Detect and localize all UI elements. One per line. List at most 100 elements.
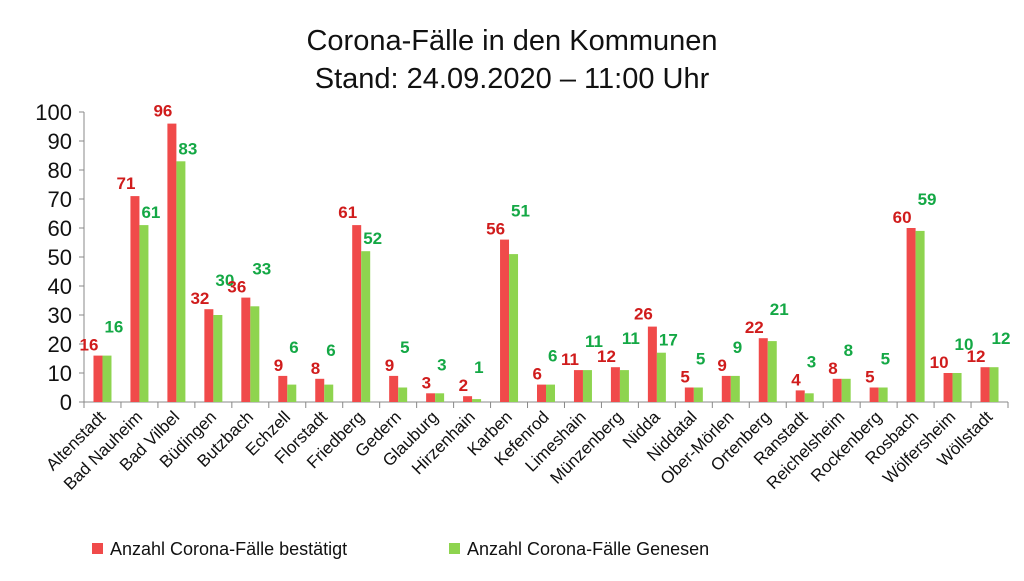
value-label-genesen: 11 [585, 332, 603, 351]
value-labels: 1616716196833230363396866152953321565166… [80, 102, 1011, 396]
bar-bestaetigt [869, 387, 879, 402]
bar-bestaetigt [500, 239, 510, 402]
bar-genesen [213, 315, 223, 402]
bar-bestaetigt [647, 326, 657, 402]
value-label-bestaetigt: 16 [80, 336, 99, 355]
bar-genesen [619, 370, 629, 402]
value-label-genesen: 21 [770, 300, 789, 319]
value-label-bestaetigt: 8 [311, 359, 320, 378]
value-label-bestaetigt: 9 [385, 356, 394, 375]
legend-label-genesen: Anzahl Corona-Fälle Genesen [467, 539, 709, 559]
value-label-genesen: 3 [437, 355, 446, 374]
bar-genesen [102, 355, 112, 402]
value-label-genesen: 10 [955, 335, 974, 354]
value-label-genesen: 33 [252, 260, 271, 279]
y-tick-label: 100 [35, 100, 72, 125]
value-label-genesen: 8 [844, 341, 853, 360]
value-label-genesen: 30 [215, 271, 234, 290]
bar-bestaetigt [93, 355, 103, 402]
bar-bestaetigt [537, 384, 546, 402]
y-tick-label: 10 [48, 361, 72, 386]
value-label-genesen: 6 [326, 341, 335, 360]
bar-genesen [435, 393, 445, 402]
value-label-bestaetigt: 61 [338, 203, 357, 222]
bar-bestaetigt [832, 378, 842, 402]
value-label-bestaetigt: 10 [930, 353, 949, 372]
bar-bestaetigt [315, 378, 325, 402]
bar-genesen [361, 251, 371, 402]
y-tick-label: 30 [48, 303, 72, 328]
bar-bestaetigt [352, 225, 362, 402]
value-label-genesen: 17 [659, 331, 678, 350]
value-label-bestaetigt: 6 [533, 365, 542, 384]
value-label-bestaetigt: 5 [865, 368, 874, 387]
value-label-bestaetigt: 96 [153, 102, 172, 121]
legend: Anzahl Corona-Fälle bestätigt Anzahl Coro… [92, 539, 709, 559]
bar-bestaetigt [130, 196, 140, 402]
legend-label-bestaetigt: Anzahl Corona-Fälle bestätigt [110, 539, 347, 559]
value-label-genesen: 16 [104, 318, 123, 337]
value-label-bestaetigt: 32 [190, 289, 209, 308]
value-label-bestaetigt: 9 [274, 356, 283, 375]
chart-title: Corona-Fälle in den Kommunen [306, 25, 717, 57]
y-tick-label: 40 [48, 274, 72, 299]
bar-bestaetigt [241, 297, 251, 402]
bar-genesen [693, 387, 703, 402]
bar-bestaetigt [721, 375, 731, 402]
y-tick-label: 20 [48, 332, 72, 357]
y-tick-label: 50 [48, 245, 72, 270]
bar-bestaetigt [426, 393, 436, 402]
value-label-bestaetigt: 8 [828, 359, 837, 378]
bar-bestaetigt [204, 309, 214, 402]
value-label-bestaetigt: 4 [791, 370, 801, 389]
value-label-bestaetigt: 71 [117, 174, 136, 193]
bar-genesen [287, 384, 297, 402]
bar-genesen [767, 341, 777, 402]
bar-bestaetigt [610, 367, 620, 402]
bar-genesen [952, 373, 962, 402]
bar-genesen [989, 367, 999, 402]
bar-genesen [878, 387, 888, 402]
value-label-bestaetigt: 12 [597, 347, 616, 366]
bar-bestaetigt [389, 375, 399, 402]
bar-bestaetigt [463, 396, 473, 402]
value-label-bestaetigt: 22 [745, 318, 764, 337]
value-label-genesen: 12 [992, 329, 1011, 348]
value-label-bestaetigt: 56 [486, 220, 505, 239]
bar-bestaetigt [906, 228, 916, 402]
value-label-genesen: 9 [733, 338, 742, 357]
bar-genesen [398, 387, 408, 402]
y-tick-label: 60 [48, 216, 72, 241]
legend-swatch-bestaetigt [92, 543, 103, 554]
bar-bestaetigt [758, 338, 768, 402]
value-label-genesen: 5 [696, 350, 705, 369]
y-tick-label: 0 [60, 390, 72, 415]
bar-genesen [915, 230, 925, 402]
bar-genesen [841, 378, 851, 402]
bar-genesen [250, 306, 260, 402]
bar-genesen [509, 254, 519, 402]
value-label-genesen: 59 [918, 190, 937, 209]
bar-bestaetigt [167, 123, 177, 402]
bar-genesen [546, 384, 555, 402]
value-label-bestaetigt: 3 [422, 373, 431, 392]
value-label-bestaetigt: 12 [967, 347, 986, 366]
value-label-genesen: 5 [881, 350, 890, 369]
bar-bestaetigt [684, 387, 694, 402]
y-tick-label: 90 [48, 129, 72, 154]
bar-bestaetigt [573, 370, 583, 402]
value-label-genesen: 3 [807, 352, 816, 371]
value-label-bestaetigt: 11 [561, 350, 579, 369]
value-label-genesen: 52 [363, 229, 382, 248]
y-tick-label: 70 [48, 187, 72, 212]
chart-subtitle: Stand: 24.09.2020 – 11:00 Uhr [315, 63, 710, 95]
value-label-bestaetigt: 26 [634, 305, 653, 324]
value-label-genesen: 51 [511, 202, 530, 221]
value-label-bestaetigt: 60 [893, 208, 912, 227]
bar-genesen [472, 399, 482, 402]
bar-genesen [176, 161, 186, 402]
value-label-genesen: 11 [622, 329, 640, 348]
y-axis: 0 10 20 30 40 50 60 70 80 90 100 [35, 100, 85, 415]
bar-bestaetigt [980, 367, 990, 402]
